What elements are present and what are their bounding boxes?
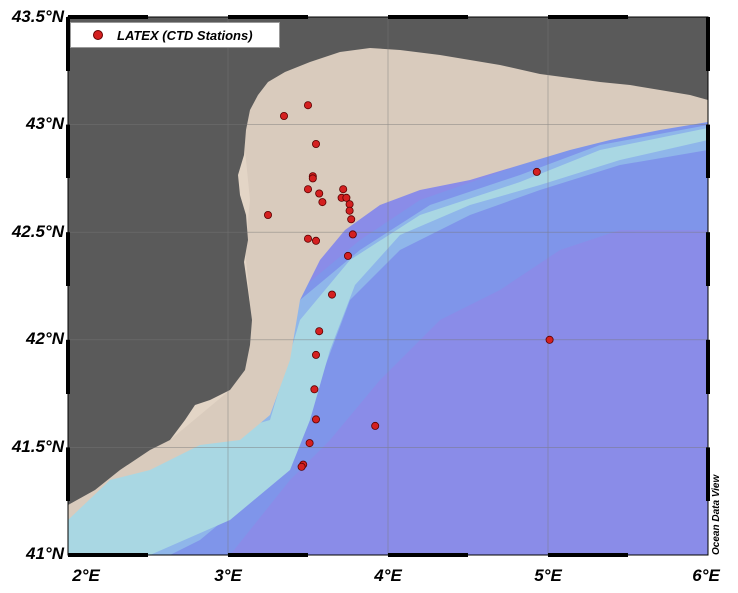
legend-station-marker [93,30,103,40]
station-marker-3 [311,139,320,148]
station-marker-30 [545,335,554,344]
legend-label: LATEX (CTD Stations) [117,27,253,43]
station-marker-29 [532,167,541,176]
station-marker-19 [343,251,352,260]
station-marker-8 [318,198,327,207]
lon-label-2: 2°E [72,566,100,585]
lat-label-43-5: 43.5°N [11,7,64,26]
lon-label-6: 6°E [692,566,720,585]
ocean-data-view-credit: Ocean Data View [711,474,722,555]
lon-label-3: 3°E [214,566,242,585]
station-marker-9 [339,185,348,194]
legend: LATEX (CTD Stations) [70,22,280,48]
station-marker-21 [315,327,324,336]
frame-scale-bars [66,15,710,557]
station-marker-15 [348,230,357,239]
station-marker-22 [311,350,320,359]
lat-label-42-5: 42.5°N [11,222,64,241]
station-marker-6 [303,185,312,194]
station-marker-17 [303,234,312,243]
station-marker-7 [315,189,324,198]
station-marker-24 [311,415,320,424]
lon-label-4: 4°E [374,566,402,585]
lat-label-42: 42°N [26,329,64,348]
station-marker-2 [303,101,312,110]
lat-label-43: 43°N [26,114,64,133]
station-marker-25 [305,439,314,448]
station-marker-14 [347,215,356,224]
station-marker-18 [311,236,320,245]
station-marker-16 [263,210,272,219]
lat-label-41: 41°N [26,544,64,563]
station-marker-23 [310,385,319,394]
station-marker-1 [279,112,288,121]
lat-label-41-5: 41.5°N [11,437,64,456]
station-marker-27 [297,462,306,471]
station-marker-5 [308,174,317,183]
station-marker-13 [345,206,354,215]
lon-label-5: 5°E [534,566,562,585]
station-marker-11 [342,193,351,202]
station-marker-28 [371,421,380,430]
station-marker-20 [327,290,336,299]
station-markers [263,101,554,471]
graticule [68,17,708,555]
